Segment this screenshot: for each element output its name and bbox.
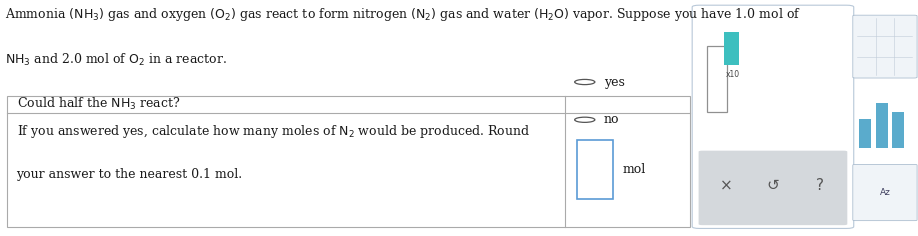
FancyBboxPatch shape: [699, 151, 847, 225]
FancyBboxPatch shape: [892, 112, 904, 148]
FancyBboxPatch shape: [7, 96, 690, 227]
Text: Could half the $\mathrm{NH_3}$ react?: Could half the $\mathrm{NH_3}$ react?: [17, 96, 180, 113]
Text: $\mathrm{NH_3}$ and 2.0 mol of $\mathrm{O_2}$ in a reactor.: $\mathrm{NH_3}$ and 2.0 mol of $\mathrm{…: [5, 52, 227, 68]
Text: ?: ?: [816, 178, 824, 193]
FancyBboxPatch shape: [707, 46, 727, 112]
Text: ×: ×: [720, 178, 733, 193]
FancyBboxPatch shape: [724, 32, 739, 65]
FancyBboxPatch shape: [577, 140, 613, 199]
Text: Ammonia $\left(\mathrm{NH_3}\right)$ gas and oxygen $\left(\mathrm{O_2}\right)$ : Ammonia $\left(\mathrm{NH_3}\right)$ gas…: [5, 6, 800, 23]
Text: x10: x10: [726, 70, 740, 79]
FancyBboxPatch shape: [853, 15, 917, 78]
Text: Az: Az: [879, 188, 890, 197]
FancyBboxPatch shape: [692, 5, 854, 228]
Text: yes: yes: [604, 76, 625, 88]
Text: your answer to the nearest 0.1 mol.: your answer to the nearest 0.1 mol.: [17, 168, 242, 181]
FancyBboxPatch shape: [853, 164, 917, 221]
Text: no: no: [604, 113, 620, 126]
FancyBboxPatch shape: [876, 103, 888, 148]
FancyBboxPatch shape: [702, 154, 844, 224]
Text: ↺: ↺: [767, 178, 779, 193]
Text: If you answered yes, calculate how many moles of $\mathrm{N_2}$ would be produce: If you answered yes, calculate how many …: [17, 123, 530, 140]
FancyBboxPatch shape: [859, 119, 871, 148]
Text: mol: mol: [622, 163, 645, 177]
